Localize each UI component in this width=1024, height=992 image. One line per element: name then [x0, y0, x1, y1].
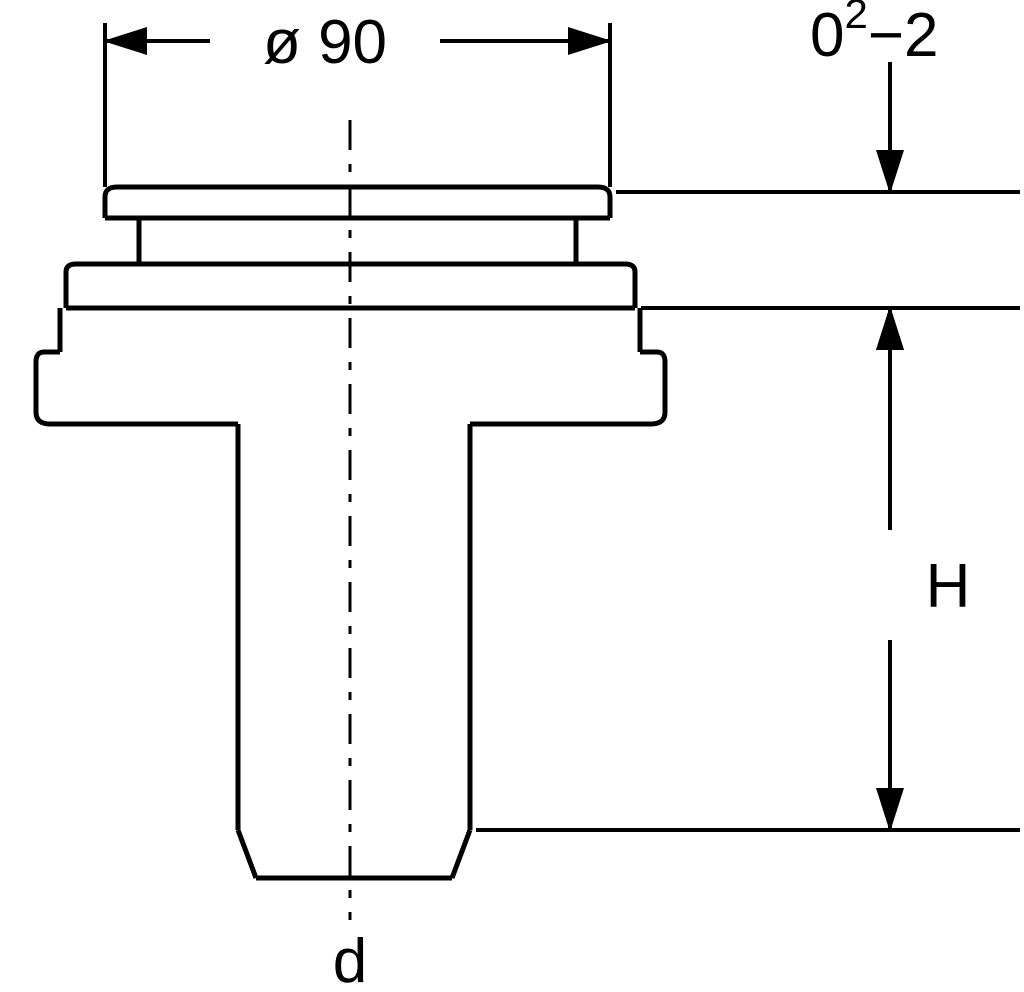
dimension-height: H	[476, 308, 1020, 830]
dimension-diameter: ø 90	[105, 8, 610, 187]
pipe-diameter-label: d	[333, 927, 367, 992]
technical-drawing: ø 90 02−2 H d	[0, 0, 1024, 992]
tolerance-label: 02−2	[810, 0, 939, 70]
height-label: H	[926, 552, 971, 621]
label-pipe-diameter: d	[333, 927, 367, 992]
dimension-tolerance: 02−2	[616, 0, 1020, 438]
diameter-label: ø 90	[263, 8, 387, 77]
